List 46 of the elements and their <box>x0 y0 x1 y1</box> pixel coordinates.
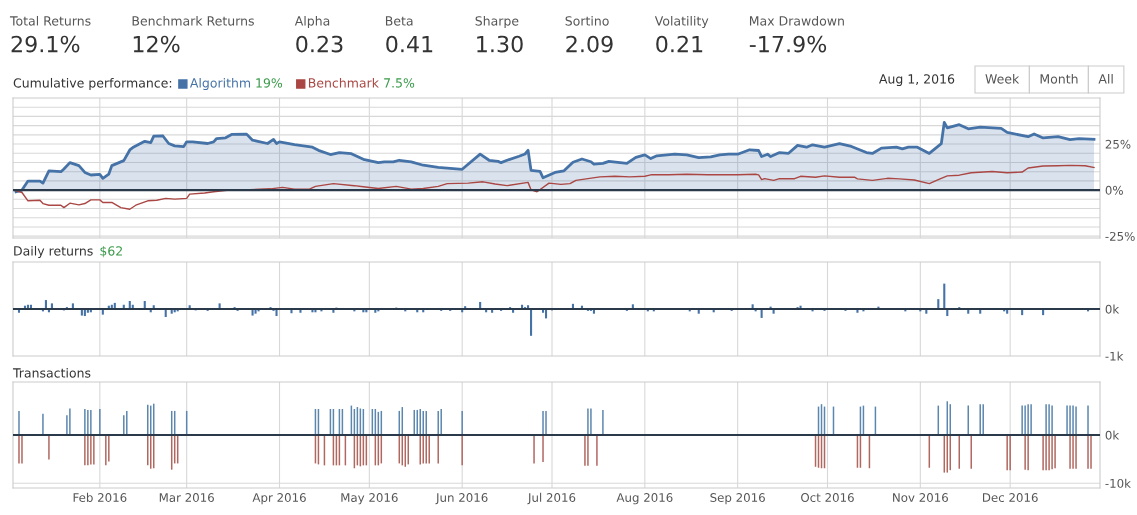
x-tick-label: Aug 2016 <box>616 493 673 505</box>
y-tick-label: 0k <box>1105 430 1120 440</box>
text: 12% <box>133 35 180 53</box>
text: Max Drawdown <box>749 15 844 26</box>
text: 7.5% <box>384 78 415 88</box>
text: Beta <box>385 16 413 26</box>
text: Month <box>1040 73 1078 84</box>
x-tick-label: Apr 2016 <box>252 493 306 505</box>
y-tick-label: 0% <box>1105 185 1123 195</box>
legend-label: Algorithm <box>189 77 251 91</box>
x-tick-label: Mar 2016 <box>159 493 214 502</box>
y-tick-label: -10k <box>1105 478 1131 488</box>
y-tick-label: -1k <box>1105 351 1124 361</box>
y-tick-label: -25% <box>1105 231 1135 241</box>
y-tick-label: 0k <box>1105 304 1120 314</box>
legend-label: Benchmark <box>308 77 379 88</box>
text: 0.41 <box>386 35 433 53</box>
text: Alpha <box>294 15 330 29</box>
x-tick-label: Feb 2016 <box>73 492 127 502</box>
text: 1.30 <box>477 35 523 53</box>
x-tick-label: Jul 2016 <box>527 492 576 505</box>
chart-title: Cumulative performance: <box>13 77 172 91</box>
x-tick-label: Sep 2016 <box>710 493 765 505</box>
text: Total Returns <box>9 15 91 26</box>
x-tick-label: Dec 2016 <box>983 493 1038 502</box>
text: 2.09 <box>566 35 613 53</box>
y-tick-label: 25% <box>1105 139 1131 149</box>
x-tick-label: Jun 2016 <box>435 493 488 505</box>
text: 19% <box>256 78 283 88</box>
x-tick-label: Oct 2016 <box>801 493 854 502</box>
text: Benchmark Returns <box>132 15 254 26</box>
text: Volatility <box>654 15 709 29</box>
text: All <box>1098 73 1113 84</box>
text: 29.1% <box>11 35 80 53</box>
x-tick-label: May 2016 <box>341 493 398 505</box>
text: Aug 1, 2016 <box>879 74 955 87</box>
text: Sharpe <box>475 15 519 29</box>
text: -17.9% <box>749 35 827 53</box>
x-tick-label: Nov 2016 <box>893 493 948 502</box>
text: $62 <box>100 245 122 258</box>
text: Week <box>985 73 1020 84</box>
text: 0.21 <box>656 35 703 53</box>
chart-title: Daily returns <box>14 245 93 259</box>
chart-title: Transactions <box>12 367 91 378</box>
text: Sortino <box>565 15 609 26</box>
text: 0.23 <box>296 35 343 53</box>
